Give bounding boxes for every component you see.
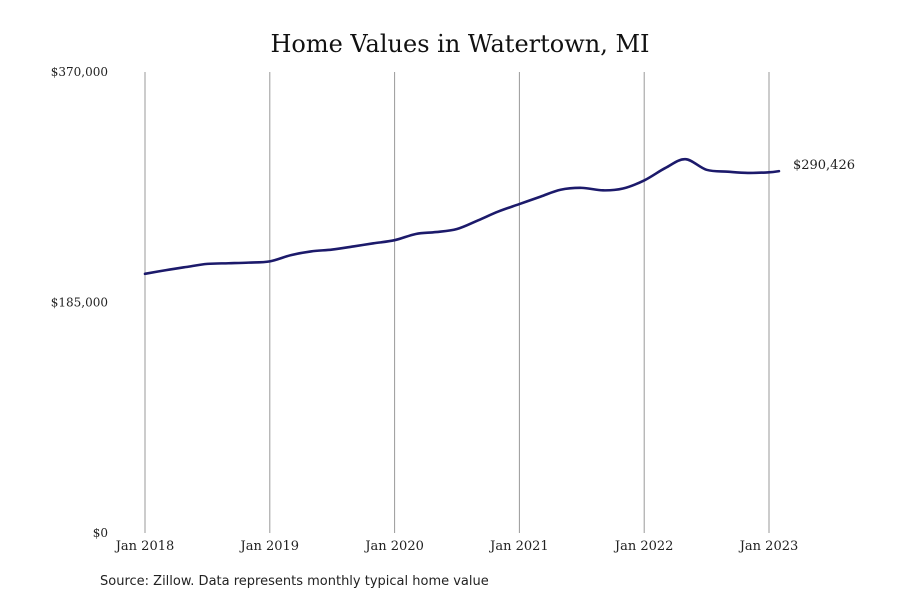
series-line <box>143 157 781 276</box>
y-tick-label: $370,000 <box>51 65 108 79</box>
end-value-label: $290,426 <box>793 158 855 173</box>
x-tick-label: Jan 2020 <box>363 539 424 554</box>
gridlines <box>144 72 770 533</box>
x-tick-label: Jan 2019 <box>239 539 300 554</box>
chart-title: Home Values in Watertown, MI <box>270 30 649 58</box>
source-note: Source: Zillow. Data represents monthly … <box>100 574 489 589</box>
x-tick-label: Jan 2022 <box>613 539 674 554</box>
x-tick-label: Jan 2018 <box>114 539 175 554</box>
y-tick-label: $0 <box>93 526 108 540</box>
x-tick-label: Jan 2023 <box>738 539 799 554</box>
x-tick-label: Jan 2021 <box>488 539 549 554</box>
x-axis-ticks: Jan 2018 Jan 2019 Jan 2020 Jan 2021 Jan 2022… <box>114 539 799 554</box>
y-tick-label: $185,000 <box>51 296 108 310</box>
y-axis-ticks: $0 $185,000 $370,000 <box>51 65 108 540</box>
